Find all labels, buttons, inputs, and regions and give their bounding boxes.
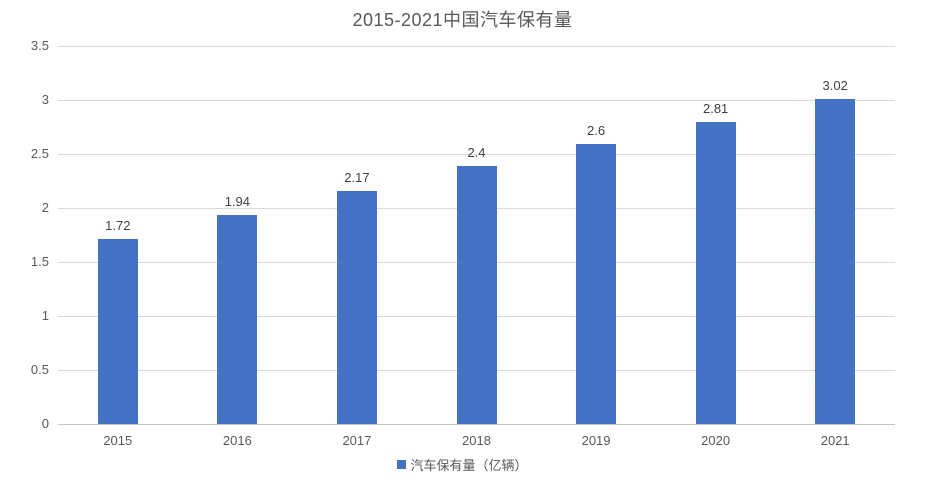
data-label-2018: 2.4 — [467, 144, 486, 160]
y-axis-tick-label: 1.5 — [30, 254, 49, 269]
y-axis-tick-label: 2.5 — [30, 146, 49, 161]
y-axis-tick-label: 0.5 — [30, 362, 49, 377]
data-label-2020: 2.81 — [702, 100, 729, 116]
bar-2016 — [217, 215, 258, 424]
bar-2019 — [576, 144, 617, 424]
y-axis-tick-label: 0 — [41, 416, 49, 431]
y-axis-tick-label: 3.5 — [30, 38, 49, 53]
x-axis-tick-label: 2019 — [581, 433, 611, 448]
x-axis-tick-label: 2016 — [222, 433, 252, 448]
data-label-2019: 2.6 — [587, 123, 606, 139]
legend: 汽车保有量（亿辆） — [0, 455, 925, 474]
data-label-2017: 2.17 — [344, 169, 370, 185]
legend-square-marker-icon — [397, 459, 407, 469]
x-axis-tick-label: 2020 — [701, 433, 731, 448]
y-axis-tick-label: 3 — [41, 92, 49, 107]
y-axis-tick-label: 1 — [41, 308, 49, 323]
x-axis-tick-label: 2017 — [342, 433, 372, 448]
bar-2020 — [695, 121, 736, 424]
x-axis-tick-label: 2018 — [462, 433, 491, 448]
bar-2021 — [815, 98, 856, 424]
x-axis-tick-label: 2015 — [103, 433, 133, 448]
bar-2015 — [97, 239, 138, 424]
data-label-2021: 3.02 — [822, 77, 848, 93]
plot-area: 0 0.5 1 1.5 2 2.5 3 3.5 1.72 2015 1.94 2016 2.17 2017… — [31, 39, 895, 448]
gridline — [58, 100, 895, 101]
bar-2018 — [456, 165, 497, 424]
data-label-2015: 1.72 — [105, 218, 131, 234]
chart-title: 2015-2021中国汽车保有量 — [352, 10, 573, 30]
x-axis-tick-label: 2021 — [820, 433, 850, 448]
gridline — [58, 46, 895, 47]
gridline — [58, 154, 895, 155]
y-axis-tick-label: 2 — [41, 200, 49, 215]
data-label-2016: 1.94 — [224, 194, 250, 210]
legend-series-label: 汽车保有量（亿辆） — [410, 458, 528, 473]
bar-2017 — [336, 190, 377, 424]
x-axis-line — [58, 424, 895, 425]
